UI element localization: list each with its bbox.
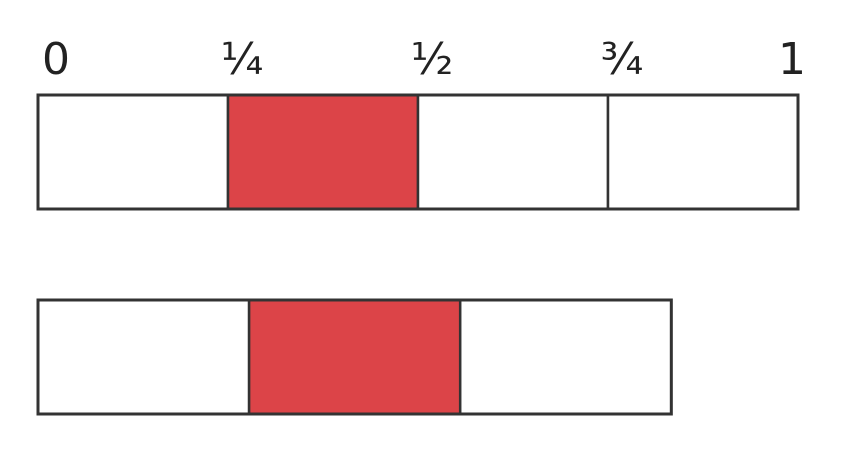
label-one: 1 (778, 34, 806, 85)
label-one-quarter: ¼ (221, 34, 264, 85)
bar-outline (36, 298, 673, 416)
unshaded-segment (606, 93, 800, 211)
label-one-half: ½ (411, 34, 454, 85)
label-three-quarters: ¾ (601, 34, 644, 85)
shaded-segment (226, 93, 420, 211)
shaded-segment (247, 298, 462, 416)
unshaded-segment (36, 298, 251, 416)
unshaded-segment (36, 93, 230, 211)
label-zero: 0 (42, 34, 70, 85)
scale-labels: 0 ¼ ½ ¾ 1 (42, 34, 806, 85)
whole-bar (36, 93, 800, 211)
bar-outline (36, 93, 800, 211)
partial-bar (36, 298, 673, 416)
unshaded-segment (416, 93, 610, 211)
unshaded-segment (458, 298, 673, 416)
